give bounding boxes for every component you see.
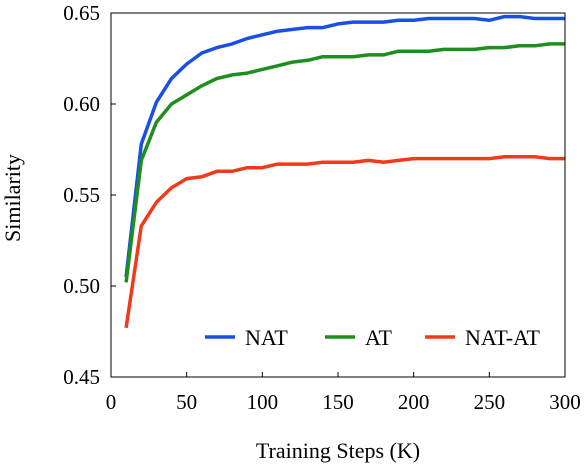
- y-tick-label: 0.65: [63, 1, 100, 25]
- x-axis-label: Training Steps (K): [256, 438, 420, 463]
- series-layer: [124, 14, 565, 329]
- x-tick-label: 0: [106, 390, 117, 414]
- y-tick-label: 0.45: [63, 365, 100, 389]
- axes-layer: 0 50 100 150 200 250 300 0.45 0.50 0.55 0.60 0.65: [63, 1, 581, 414]
- y-tick-label: 0.55: [63, 183, 100, 207]
- legend-label: AT: [365, 325, 392, 350]
- y-tick-label: 0.60: [63, 92, 100, 116]
- x-tick-label: 50: [176, 390, 197, 414]
- x-tick-label: 200: [398, 390, 430, 414]
- legend-label: NAT: [245, 325, 288, 350]
- x-tick-label: 100: [247, 390, 279, 414]
- series-line-nat-at: [124, 155, 565, 329]
- y-tick-label: 0.50: [63, 274, 100, 298]
- series-line-nat: [124, 14, 565, 278]
- x-tick-label: 300: [549, 390, 581, 414]
- x-tick-label: 150: [322, 390, 354, 414]
- legend-label: NAT-AT: [465, 325, 541, 350]
- series-line-at: [124, 42, 565, 283]
- x-tick-label: 250: [474, 390, 506, 414]
- plot-frame: [110, 12, 566, 378]
- y-axis-label: Similarity: [0, 154, 25, 242]
- legend: NAT AT NAT-AT: [205, 325, 541, 350]
